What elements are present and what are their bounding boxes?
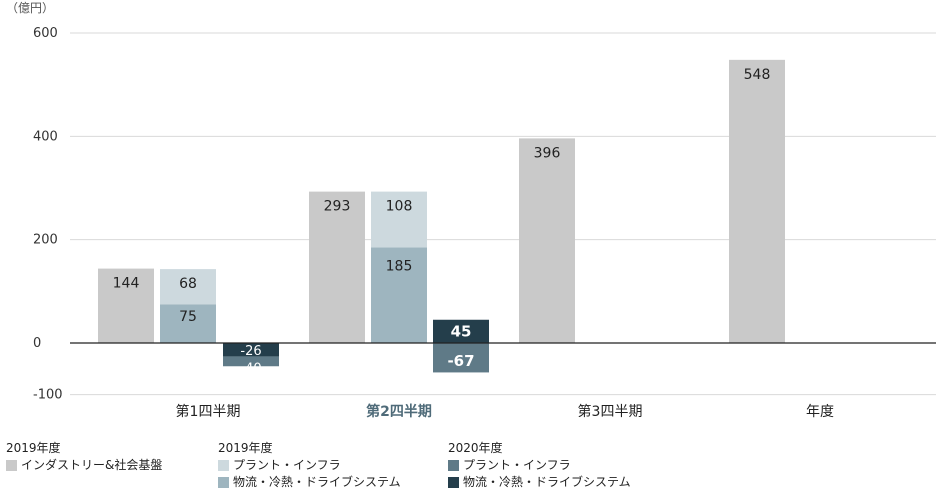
data-label: 108 <box>386 199 413 215</box>
legend-swatch <box>218 460 229 471</box>
y-tick-label: -100 <box>33 388 63 403</box>
legend-group-2019-industry: 2019年度 インダストリー&社会基盤 <box>6 440 162 474</box>
x-category-label: 年度 <box>806 404 834 420</box>
data-label: 293 <box>324 199 351 215</box>
legend-label: プラント・インフラ <box>233 458 341 472</box>
legend-label: インダストリー&社会基盤 <box>21 458 163 472</box>
legend-year-header: 2019年度 <box>6 441 61 455</box>
legend-item: インダストリー&社会基盤 <box>6 457 162 474</box>
unit-label: （億円） <box>6 1 54 15</box>
data-label: 548 <box>744 67 771 83</box>
legend-item: プラント・インフラ <box>448 457 631 474</box>
bar-logistics-2020 <box>223 343 279 357</box>
data-label: 45 <box>451 323 472 341</box>
legend-group-2019-segments: 2019年度 プラント・インフラ 物流・冷熱・ドライブシステム <box>218 440 401 491</box>
bar-industry <box>519 138 575 343</box>
legend-year-header: 2019年度 <box>218 441 273 455</box>
bar-industry <box>729 59 785 344</box>
data-label: -67 <box>447 352 474 370</box>
data-label: -40 <box>240 361 261 376</box>
bar-plant-2019 <box>160 269 216 305</box>
legend-swatch <box>448 477 459 488</box>
bar-industry <box>309 191 365 343</box>
data-label: 68 <box>179 276 197 292</box>
legend-item: プラント・インフラ <box>218 457 401 474</box>
bar-industry <box>98 268 154 343</box>
bar-plant-2020 <box>223 356 279 367</box>
y-tick-label: 400 <box>33 129 58 144</box>
legend-group-2020-segments: 2020年度 プラント・インフラ 物流・冷熱・ドライブシステム <box>448 440 631 491</box>
legend-label: 物流・冷熱・ドライブシステム <box>463 475 631 489</box>
data-label: -26 <box>240 344 261 359</box>
x-category-label: 第2四半期 <box>366 403 432 420</box>
bar-chart: （億円） 600 400 200 0 -100 144 68 75 -26 -40 293 108 185… <box>6 1 936 420</box>
data-label: 144 <box>113 276 140 292</box>
legend-item: 物流・冷熱・ドライブシステム <box>218 474 401 491</box>
bar-plant-2019 <box>371 191 427 248</box>
y-tick-label: 600 <box>33 26 58 41</box>
data-label: 396 <box>534 145 561 161</box>
legend-label: プラント・インフラ <box>463 458 571 472</box>
legend-label: 物流・冷熱・ドライブシステム <box>233 475 401 489</box>
bar-plant-2020 <box>433 343 489 373</box>
data-label: 185 <box>386 258 413 274</box>
legend-item: 物流・冷熱・ドライブシステム <box>448 474 631 491</box>
x-category-label: 第1四半期 <box>176 403 241 420</box>
y-tick-label: 200 <box>33 233 58 248</box>
x-category-label: 第3四半期 <box>578 403 643 420</box>
legend-swatch <box>218 477 229 488</box>
data-label: 75 <box>179 309 197 325</box>
bar-logistics-2019 <box>160 304 216 343</box>
bar-logistics-2020 <box>433 319 489 343</box>
y-tick-label: 0 <box>33 336 41 351</box>
legend-year-header: 2020年度 <box>448 441 503 455</box>
bar-logistics-2019 <box>371 247 427 343</box>
legend-swatch <box>6 460 17 471</box>
legend-swatch <box>448 460 459 471</box>
